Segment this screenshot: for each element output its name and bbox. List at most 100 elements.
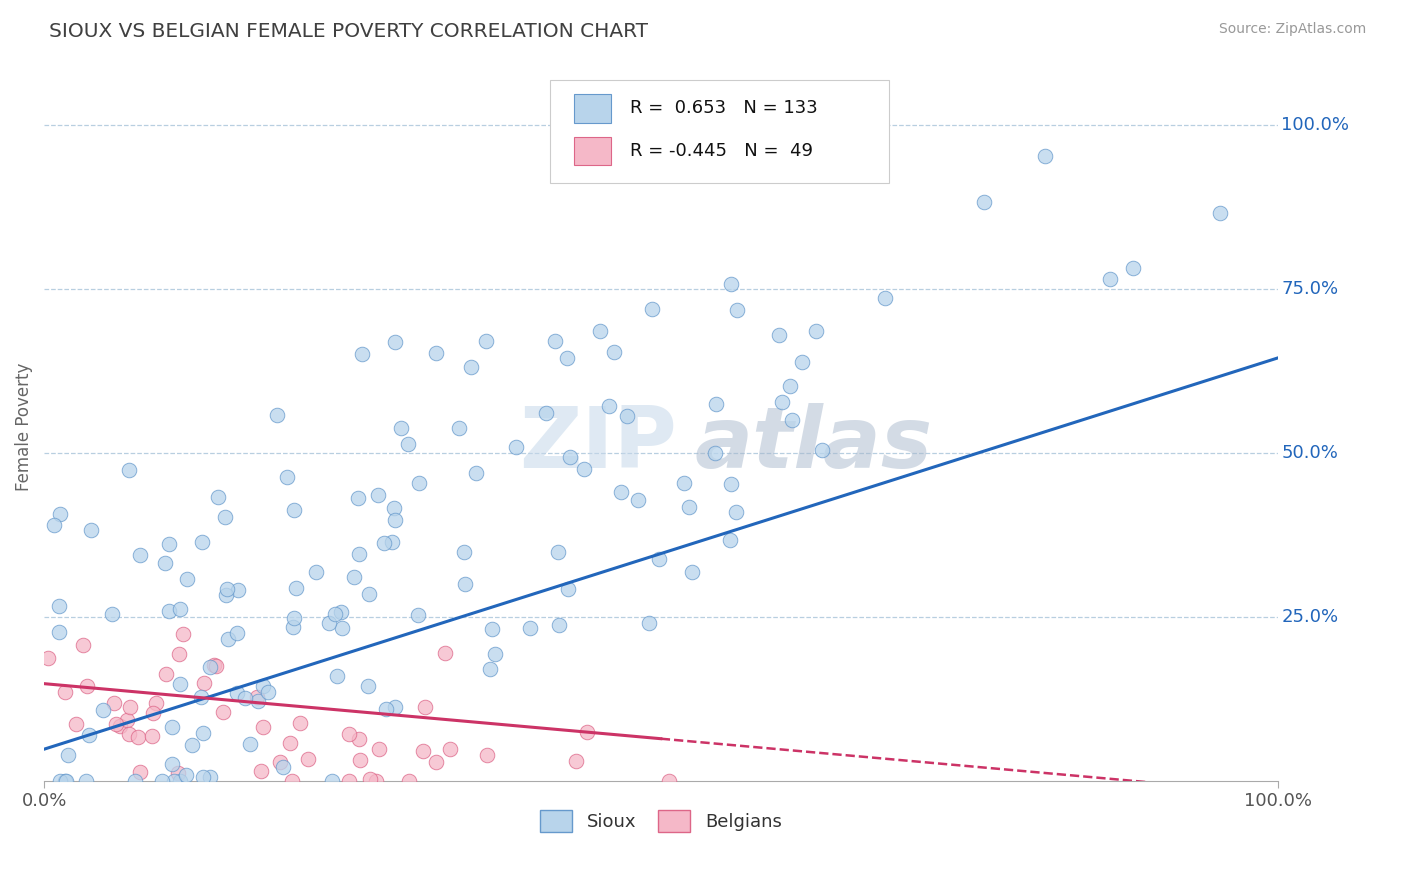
Point: [129, 765, 152, 780]
Point: [193, 726, 215, 740]
Point: [153, 556, 176, 570]
Point: [555, 351, 578, 366]
Point: [246, 690, 269, 704]
Point: [48, 624, 70, 639]
Point: [782, 413, 804, 427]
Text: ZIP: ZIP: [519, 403, 676, 486]
Point: [330, 622, 353, 636]
Point: [367, 488, 389, 502]
Point: [49, 773, 72, 788]
Point: [76, 679, 98, 693]
Point: [519, 621, 541, 635]
Point: [565, 755, 588, 769]
Point: [163, 773, 186, 788]
Point: [725, 302, 748, 317]
Text: R = -0.445   N =  49: R = -0.445 N = 49: [630, 142, 813, 160]
Point: [284, 581, 307, 595]
Point: [118, 463, 141, 477]
Point: [384, 700, 406, 714]
Point: [72, 638, 94, 652]
Point: [65, 717, 87, 731]
Point: [359, 587, 381, 601]
Point: [720, 277, 742, 292]
Point: [155, 667, 177, 681]
Point: [425, 346, 447, 360]
Point: [226, 626, 249, 640]
Point: [703, 446, 725, 460]
Point: [167, 647, 190, 661]
Text: R =  0.653   N = 133: R = 0.653 N = 133: [630, 99, 818, 118]
Point: [346, 491, 368, 505]
Point: [239, 737, 262, 751]
Point: [720, 477, 742, 491]
Point: [202, 658, 225, 673]
Point: [271, 760, 294, 774]
Point: [474, 334, 496, 348]
Point: [638, 616, 661, 631]
Point: [610, 485, 633, 500]
Point: [806, 324, 828, 338]
Point: [382, 501, 405, 516]
Point: [55, 773, 77, 788]
Point: [439, 742, 461, 756]
Point: [276, 470, 298, 484]
Point: [91, 703, 114, 717]
Point: [465, 466, 488, 480]
Point: [779, 378, 801, 392]
Point: [683, 149, 706, 163]
Point: [406, 607, 429, 622]
Point: [398, 773, 420, 788]
Point: [214, 588, 236, 602]
Point: [278, 736, 301, 750]
Point: [589, 324, 612, 338]
Point: [250, 764, 273, 779]
Point: [166, 766, 188, 780]
Point: [647, 551, 669, 566]
Point: [673, 476, 696, 491]
Point: [176, 572, 198, 586]
Point: [283, 503, 305, 517]
Point: [169, 773, 191, 788]
Point: [215, 582, 238, 597]
Point: [157, 604, 180, 618]
Point: [478, 662, 501, 676]
FancyBboxPatch shape: [550, 80, 889, 183]
Point: [75, 773, 97, 788]
Point: [124, 773, 146, 788]
Point: [381, 535, 404, 549]
Point: [211, 705, 233, 719]
Point: [547, 545, 569, 559]
Point: [704, 397, 727, 411]
Point: [304, 566, 326, 580]
Point: [343, 570, 366, 584]
Point: [360, 772, 382, 786]
Point: [169, 601, 191, 615]
Point: [678, 500, 700, 514]
Text: Source: ZipAtlas.com: Source: ZipAtlas.com: [1219, 22, 1367, 37]
Point: [349, 547, 371, 561]
Point: [150, 773, 173, 788]
Text: 50.0%: 50.0%: [1281, 444, 1339, 462]
Point: [281, 773, 304, 788]
Point: [103, 696, 125, 710]
Point: [1208, 206, 1230, 220]
Point: [207, 491, 229, 505]
Point: [214, 509, 236, 524]
Point: [453, 545, 475, 559]
Point: [256, 685, 278, 699]
Point: [536, 406, 558, 420]
Point: [350, 347, 373, 361]
Point: [603, 344, 626, 359]
Point: [412, 744, 434, 758]
Point: [484, 647, 506, 661]
Point: [1033, 149, 1056, 163]
Point: [160, 719, 183, 733]
Point: [558, 450, 581, 465]
Point: [544, 334, 567, 348]
Point: [321, 773, 343, 788]
Point: [48, 599, 70, 613]
Point: [547, 618, 569, 632]
Point: [347, 732, 370, 747]
Point: [1098, 272, 1121, 286]
FancyBboxPatch shape: [575, 95, 612, 122]
